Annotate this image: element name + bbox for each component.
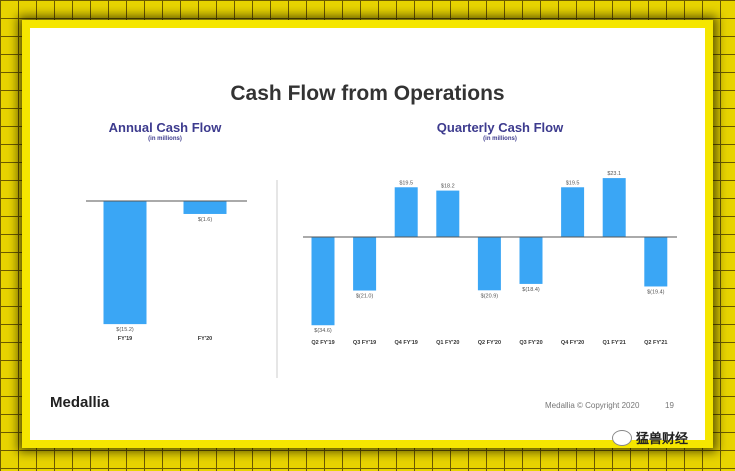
category-label: Q1 FY'21 [603, 340, 626, 346]
slide: Cash Flow from Operations Annual Cash Fl… [30, 28, 705, 440]
page-number: 19 [665, 401, 674, 410]
category-label: Q4 FY'20 [561, 340, 584, 346]
category-label: Q3 FY'19 [353, 340, 376, 346]
data-label: $(21.0) [356, 294, 374, 300]
medallia-logo: Medallia [50, 394, 110, 411]
bar [183, 201, 227, 214]
category-label: FY'20 [198, 336, 212, 342]
data-label: $19.5 [566, 180, 580, 186]
data-label: $(20.9) [481, 293, 499, 299]
copyright: Medallia © Copyright 2020 [545, 401, 640, 410]
quarterly-chart-title: Quarterly Cash Flow [436, 120, 564, 135]
slide-title: Cash Flow from Operations [230, 82, 505, 105]
bar [394, 187, 418, 237]
bar [436, 190, 460, 237]
watermark-text: 猛兽财经 [636, 431, 689, 446]
data-label: $(19.4) [647, 289, 665, 295]
category-label: Q2 FY'19 [311, 340, 334, 346]
charts: $(15.2) FY'19 $(1.6) FY'20 $(34.6) Q2 FY'19 $(… [86, 171, 677, 378]
watermark: 猛兽财经 [612, 428, 688, 447]
bar [103, 201, 147, 325]
quarterly-chart-subtitle: (in millions) [483, 136, 517, 142]
data-label: $(34.6) [314, 328, 332, 334]
data-label: $(1.6) [198, 217, 213, 223]
annual-chart-subtitle: (in millions) [148, 136, 182, 142]
category-label: Q1 FY'20 [436, 340, 459, 346]
category-label: Q2 FY'20 [478, 340, 501, 346]
bar [602, 178, 626, 237]
wechat-icon [612, 429, 632, 446]
data-label: $23.1 [607, 171, 621, 177]
bar [644, 237, 668, 287]
data-label: $19.5 [399, 180, 413, 186]
category-label: Q3 FY'20 [519, 340, 542, 346]
category-label: Q2 FY'21 [644, 340, 667, 346]
category-label: FY'19 [118, 336, 132, 342]
annual-chart-title: Annual Cash Flow [108, 120, 222, 135]
bar [519, 237, 543, 284]
data-label: $(15.2) [116, 327, 134, 333]
bar [561, 187, 585, 237]
data-label: $(18.4) [522, 287, 540, 293]
data-label: $18.2 [441, 184, 455, 190]
bar [311, 237, 335, 326]
bar [477, 237, 501, 291]
bar [353, 237, 377, 291]
category-label: Q4 FY'19 [395, 340, 418, 346]
